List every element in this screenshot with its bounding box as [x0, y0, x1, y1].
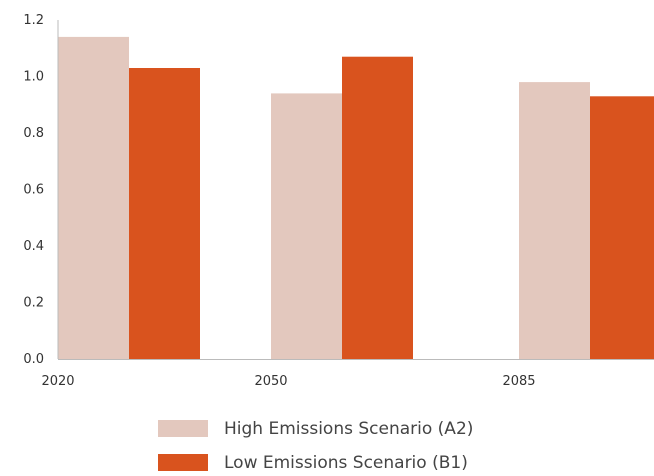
y-tick-labels: 0.0 0.2 0.4 0.6 0.8 1.0 1.2: [23, 13, 44, 367]
x-tick-label: 2050: [254, 374, 287, 389]
legend-label-low-emissions: Low Emissions Scenario (B1): [224, 453, 468, 473]
x-tick-label: 2085: [502, 374, 535, 389]
y-tick-label: 0.6: [23, 183, 44, 198]
x-tick-labels: 2020 2050 2085: [41, 374, 535, 389]
bar-2085-series-0: [519, 82, 590, 359]
legend-label-high-emissions: High Emissions Scenario (A2): [224, 419, 473, 439]
legend-swatch-low-emissions: [158, 454, 208, 471]
legend: High Emissions Scenario (A2) Low Emissio…: [158, 419, 473, 473]
bar-2020-series-1: [129, 68, 200, 359]
bars-group: [58, 36, 654, 360]
y-tick-label: 0.2: [23, 296, 44, 311]
y-tick-label: 0.8: [23, 126, 44, 141]
y-tick-label: 0.0: [23, 352, 44, 367]
bar-2085-series-1: [590, 96, 654, 360]
bar-2020-series-0: [58, 36, 129, 360]
y-tick-label: 1.0: [23, 70, 44, 85]
y-tick-label: 0.4: [23, 239, 44, 254]
y-tick-label: 1.2: [23, 13, 44, 28]
legend-swatch-high-emissions: [158, 420, 208, 437]
bar-2050-series-1: [342, 56, 413, 359]
x-tick-label: 2020: [41, 374, 74, 389]
bar-2050-series-0: [271, 93, 342, 360]
